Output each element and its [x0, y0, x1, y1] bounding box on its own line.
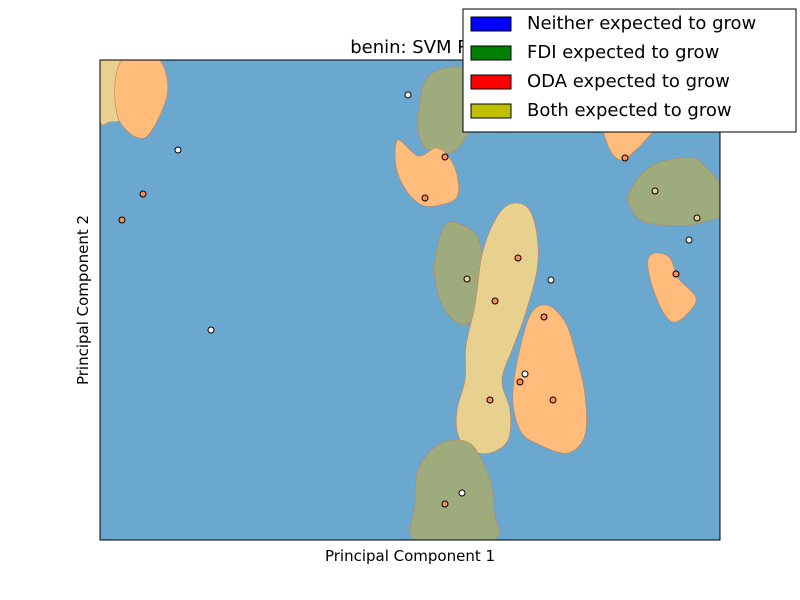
data-point-neither-22 — [458, 489, 466, 497]
legend-swatch-2 — [470, 45, 512, 61]
data-points — [118, 91, 701, 508]
legend-label-3: ODA expected to grow — [527, 71, 730, 92]
data-point-neither-1 — [404, 91, 412, 99]
legend-swatch-3 — [470, 74, 512, 90]
plot-frame — [99, 59, 721, 541]
legend-items: Neither expected to grow FDI expected to … — [470, 13, 756, 121]
data-point-neither-10 — [685, 236, 693, 244]
data-point-oda-15 — [491, 297, 499, 305]
data-point-oda-8 — [118, 216, 126, 224]
legend-label-1: Neither expected to grow — [527, 13, 756, 34]
legend-swatch-4 — [470, 103, 512, 119]
data-point-both-9 — [693, 214, 701, 222]
data-point-oda-11 — [514, 254, 522, 262]
legend-swatch-1 — [470, 16, 512, 32]
data-point-both-13 — [463, 275, 471, 283]
region-oda-2 — [114, 60, 169, 139]
legend: Neither expected to grow FDI expected to … — [462, 8, 797, 133]
region-oda-10 — [647, 252, 697, 323]
legend-label-2: FDI expected to grow — [527, 42, 719, 63]
y-axis-label: Principal Component 2 — [74, 215, 92, 385]
data-point-oda-5 — [139, 190, 147, 198]
data-point-oda-4 — [621, 154, 629, 162]
data-point-oda-12 — [672, 270, 680, 278]
data-point-neither-2 — [174, 146, 182, 154]
data-point-neither-14 — [547, 276, 555, 284]
data-point-oda-23 — [441, 500, 449, 508]
x-axis-label: Principal Component 1 — [325, 547, 495, 565]
data-point-neither-18 — [521, 370, 529, 378]
region-oda-7 — [512, 304, 587, 454]
data-point-oda-3 — [441, 153, 449, 161]
legend-label-4: Both expected to grow — [527, 100, 732, 121]
chart-title: benin: SVM R — [350, 37, 470, 58]
data-point-oda-20 — [486, 396, 494, 404]
data-point-oda-19 — [516, 378, 524, 386]
data-point-both-7 — [651, 187, 659, 195]
data-point-oda-16 — [540, 313, 548, 321]
data-point-neither-17 — [207, 326, 215, 334]
region-both-6 — [455, 202, 539, 454]
data-point-oda-21 — [549, 396, 557, 404]
region-fdi-11 — [409, 439, 500, 540]
region-fdi-9 — [627, 156, 720, 226]
data-point-oda-6 — [421, 194, 429, 202]
legend-box — [462, 8, 797, 133]
